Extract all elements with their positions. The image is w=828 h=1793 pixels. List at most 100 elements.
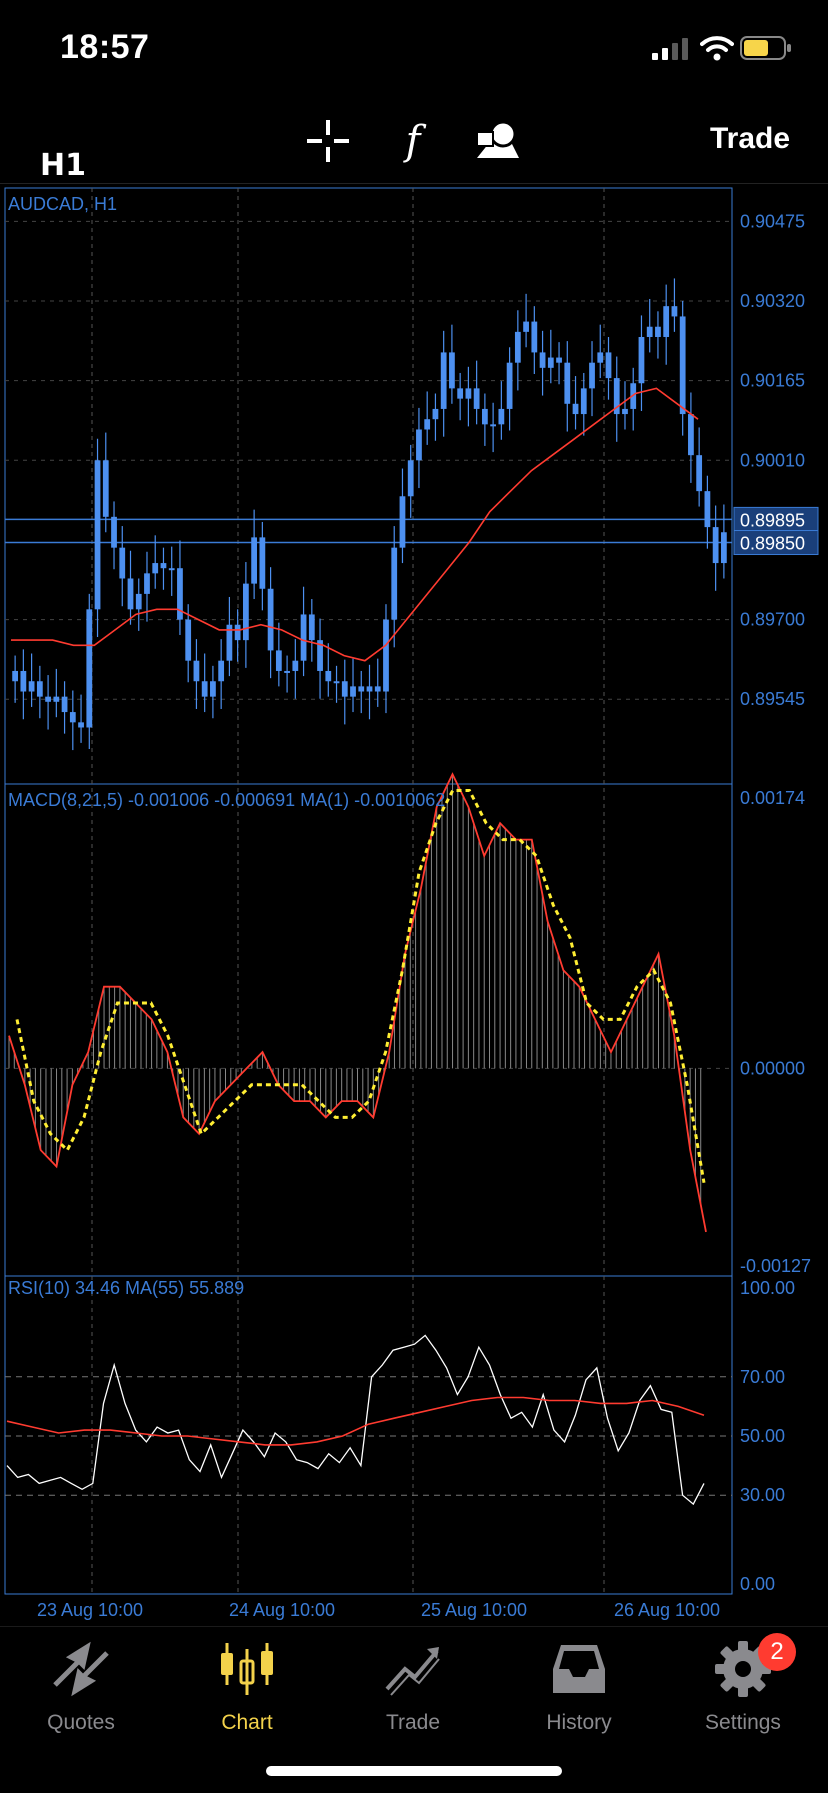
price-axis-label: 0.89700 [740,610,805,630]
price-level-value: 0.89850 [740,534,805,554]
candle-body [613,378,620,415]
function-icon[interactable]: f [390,118,436,164]
candle-body [539,352,546,368]
rsi-axis-label: 100.00 [740,1278,795,1298]
candle-body [391,547,398,620]
home-indicator [266,1766,562,1776]
wifi-icon [700,36,734,61]
candle-body [234,624,241,641]
candle-body [399,496,406,548]
candle-body [284,670,290,673]
tab-history[interactable]: History [504,1639,654,1749]
trade-icon [385,1647,440,1696]
candle-body [572,403,579,415]
macd-axis-label: -0.00127 [740,1256,811,1276]
svg-text:f: f [403,118,427,164]
macd-pane-title: MACD(8,21,5) -0.001006 -0.000691 MA(1) -… [8,790,445,810]
rsi-axis-label: 30.00 [740,1485,785,1505]
candle-body [523,321,529,332]
rsi-axis-label: 50.00 [740,1426,785,1446]
cellular-signal-icon [652,38,688,60]
candle-body [605,352,612,379]
price-axis-label: 0.90475 [740,211,805,231]
tab-trade[interactable]: Trade [338,1639,488,1749]
price-level-tag [733,506,819,532]
x-tick-label: 25 Aug 10:00 [421,1600,527,1620]
trade-button[interactable]: Trade [710,122,791,155]
chart-area[interactable]: 23 Aug 10:00 24 Aug 10:00 25 Aug 10:00 26 A… [0,186,828,1626]
candle-body [597,352,604,363]
chart-frame [4,187,733,1595]
candle-body [498,408,505,425]
candle-body [350,686,356,697]
candle-body [688,414,694,456]
candle-body [201,681,208,697]
candle-body [325,670,332,682]
tab-settings[interactable]: 2 Settings [668,1633,818,1749]
timeframe-button[interactable]: H1 [40,148,86,183]
candle-body [275,650,282,671]
candle-body [638,337,645,384]
candle-body [704,491,711,528]
candle-body [317,640,323,671]
candle-body [416,429,422,461]
tab-chart-label: Chart [221,1711,273,1734]
candle-body [218,660,225,682]
candle-body [531,321,538,353]
candle-body [152,563,159,574]
candle-body [449,352,455,389]
tab-bar: Quotes Chart Trade History [0,1626,828,1793]
candle-body [506,362,513,409]
candle-body [655,326,661,337]
price-axis-label: 0.90165 [740,371,805,391]
candle-body [481,408,488,425]
notification-badge: 2 [758,1633,796,1671]
candle-body [490,424,497,427]
candle-body [432,408,439,420]
candle-body [251,537,258,584]
candle-body [696,455,703,492]
candle-body [28,681,35,692]
candle-body [333,681,340,684]
candle-body [622,408,628,415]
macd-axis-label: 0.00000 [740,1058,805,1078]
candle-body [424,419,431,430]
candle-body [383,619,389,692]
tab-chart[interactable]: Chart [172,1639,322,1749]
candle-body [308,614,315,641]
candle-body [663,306,670,337]
candle-body [61,696,68,713]
crosshair-icon[interactable] [305,118,351,164]
candle-body [259,537,266,589]
price-axis-label: 0.89545 [740,689,805,709]
candle-body [358,686,365,692]
candle-body [53,696,60,702]
candle-body [267,588,274,651]
candle-body [514,331,521,363]
candle-body [580,388,587,415]
macd-signal-line [15,789,706,1184]
candle-body [210,681,216,697]
candle-body [86,609,93,728]
candle-body [135,593,142,610]
candle-body [671,306,678,317]
candle-body [127,578,134,610]
price-axis-label: 0.90010 [740,450,805,470]
candle-body [712,527,719,564]
candle-body [366,686,373,692]
objects-icon[interactable] [475,118,521,164]
candle-body [36,681,43,697]
candle-body [160,563,167,569]
rsi-axis-label: 70.00 [740,1367,785,1387]
candle-body [341,681,348,697]
candle-body [102,460,109,517]
candle-body [300,614,307,661]
candle-body [177,568,183,620]
candle-body [78,722,84,728]
rsi-pane-title: RSI(10) 34.46 MA(55) 55.889 [8,1278,244,1298]
quotes-icon [53,1641,109,1697]
price-level-tag [733,530,819,556]
tab-quotes[interactable]: Quotes [6,1639,156,1749]
candle-body [94,460,101,610]
candle-body [242,583,249,641]
